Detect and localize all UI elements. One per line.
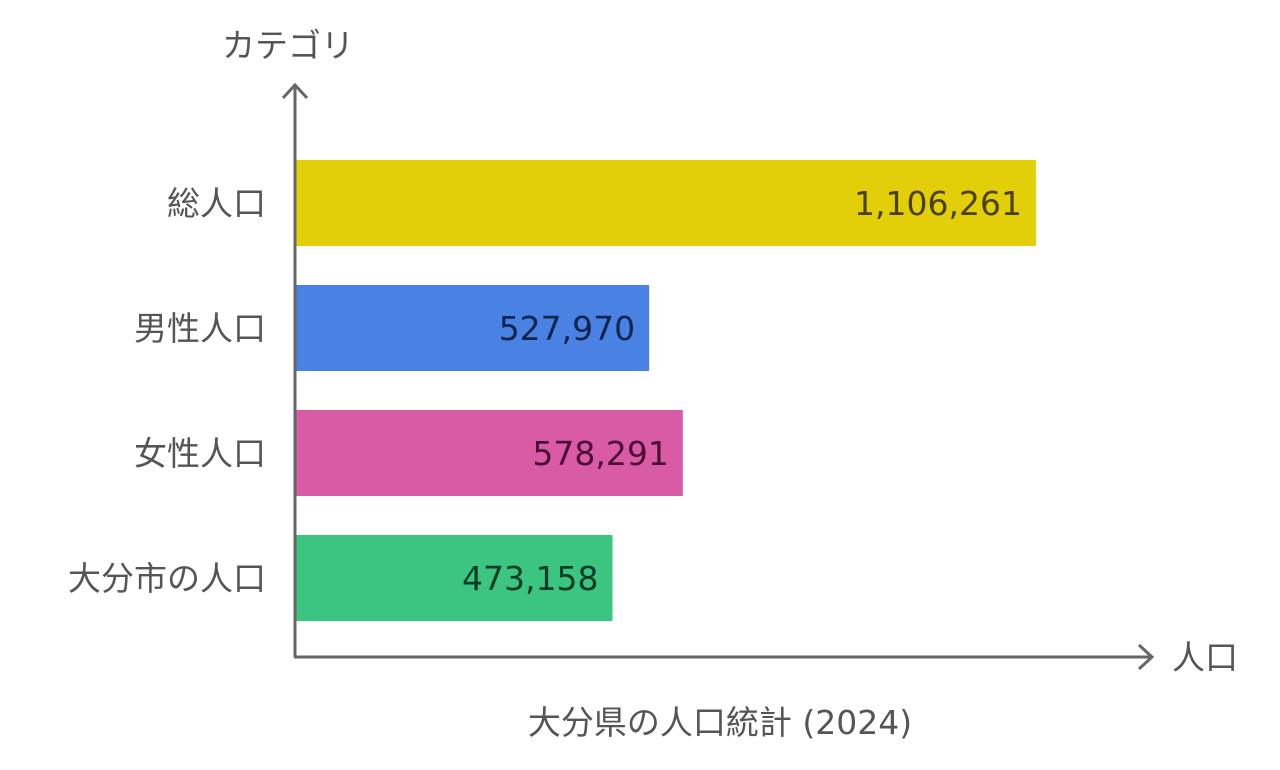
bar-0	[296, 160, 1036, 246]
y-axis-arrow-icon	[281, 82, 309, 100]
category-label: 総人口	[167, 184, 266, 223]
bar-1	[296, 285, 650, 371]
y-axis-label: カテゴリ	[222, 26, 354, 65]
category-label: 女性人口	[134, 434, 266, 473]
chart-title: 大分県の人口統計 (2024)	[528, 703, 912, 742]
x-axis-arrow-icon	[1137, 643, 1155, 671]
category-label: 大分市の人口	[68, 559, 266, 598]
value-label: 578,291	[532, 434, 668, 473]
bar-2	[296, 410, 683, 496]
x-axis-label: 人口	[1172, 638, 1238, 677]
bar-3	[296, 535, 613, 621]
value-label: 527,970	[499, 309, 635, 348]
category-label: 男性人口	[134, 309, 266, 348]
value-label: 1,106,261	[854, 184, 1022, 223]
value-label: 473,158	[462, 559, 598, 598]
